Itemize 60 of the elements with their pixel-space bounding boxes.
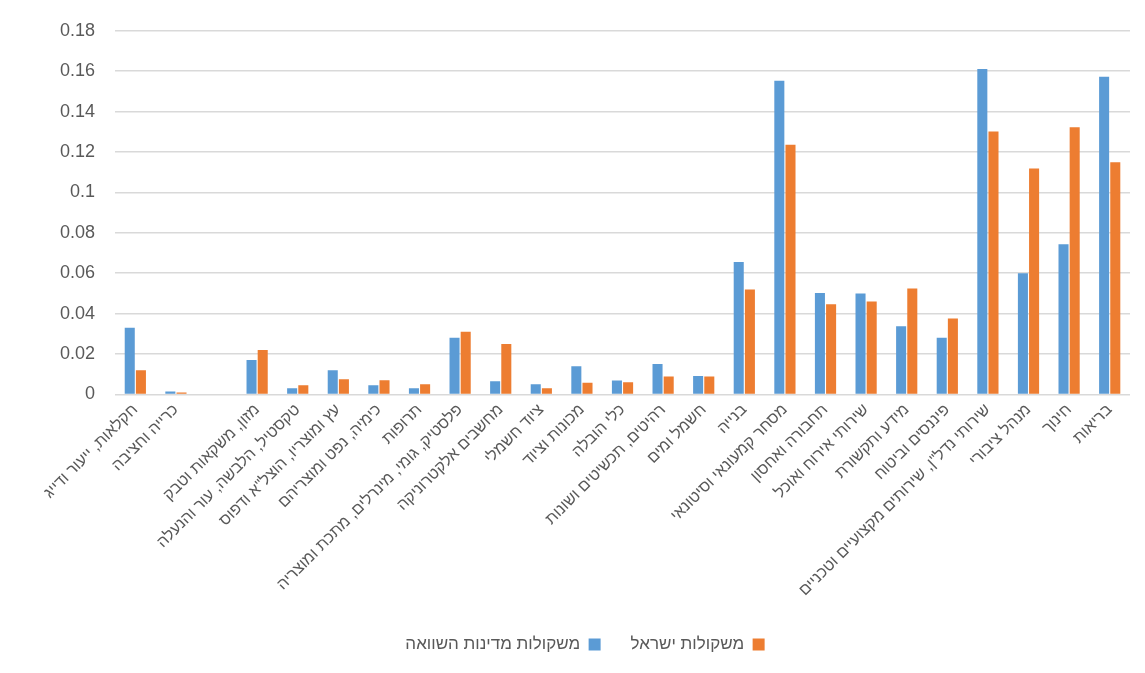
bar — [582, 382, 593, 394]
y-tick-label: 0.18 — [59, 19, 96, 40]
bar — [611, 380, 622, 394]
legend-label: משקולות מדינות השוואה — [405, 634, 581, 654]
y-tick-label: 0.16 — [59, 60, 96, 81]
bar — [774, 80, 785, 394]
bar — [826, 304, 837, 394]
bar — [623, 382, 634, 394]
bar — [693, 376, 704, 394]
bar — [246, 360, 257, 394]
bar — [449, 337, 460, 394]
bar — [988, 131, 999, 394]
bar — [368, 385, 379, 394]
bar — [744, 289, 755, 394]
bar — [907, 288, 918, 394]
bar — [541, 388, 552, 394]
bar — [1017, 273, 1028, 394]
y-tick-label: 0 — [85, 383, 96, 404]
bar — [165, 391, 176, 394]
bar — [298, 385, 309, 394]
bar — [855, 293, 866, 394]
bar — [287, 388, 298, 394]
bar — [977, 68, 988, 394]
bar — [338, 379, 349, 394]
bar — [420, 384, 431, 394]
bar — [866, 301, 877, 394]
bar — [785, 144, 796, 394]
bar — [501, 343, 512, 394]
bar — [1110, 162, 1121, 394]
bar — [408, 388, 419, 394]
y-tick-label: 0.14 — [59, 100, 96, 121]
bar — [379, 380, 390, 394]
y-tick-label: 0.08 — [59, 221, 96, 242]
bar — [460, 331, 471, 394]
bar — [947, 318, 958, 394]
bar — [1099, 76, 1110, 394]
bar — [652, 363, 663, 394]
y-tick-label: 0.02 — [59, 342, 96, 363]
bar — [733, 261, 744, 394]
bar — [327, 370, 338, 394]
y-tick-label: 0.04 — [59, 302, 96, 323]
bar — [1069, 127, 1080, 394]
bar — [663, 376, 674, 394]
bar — [936, 337, 947, 394]
y-tick-label: 0.06 — [59, 262, 96, 283]
bar — [1058, 244, 1069, 394]
bar — [814, 293, 825, 394]
bar — [896, 326, 907, 394]
bar — [124, 327, 135, 394]
bar — [135, 370, 146, 394]
bar — [1029, 168, 1040, 394]
bar — [530, 384, 541, 394]
legend-label: משקולות ישראל — [630, 634, 745, 654]
bar — [571, 366, 582, 394]
y-tick-label: 0.12 — [59, 140, 96, 161]
bar — [490, 381, 501, 394]
x-tick-label: בנייה — [713, 400, 750, 437]
bar — [704, 376, 715, 394]
bar — [257, 349, 268, 394]
y-tick-label: 0.1 — [70, 181, 96, 202]
